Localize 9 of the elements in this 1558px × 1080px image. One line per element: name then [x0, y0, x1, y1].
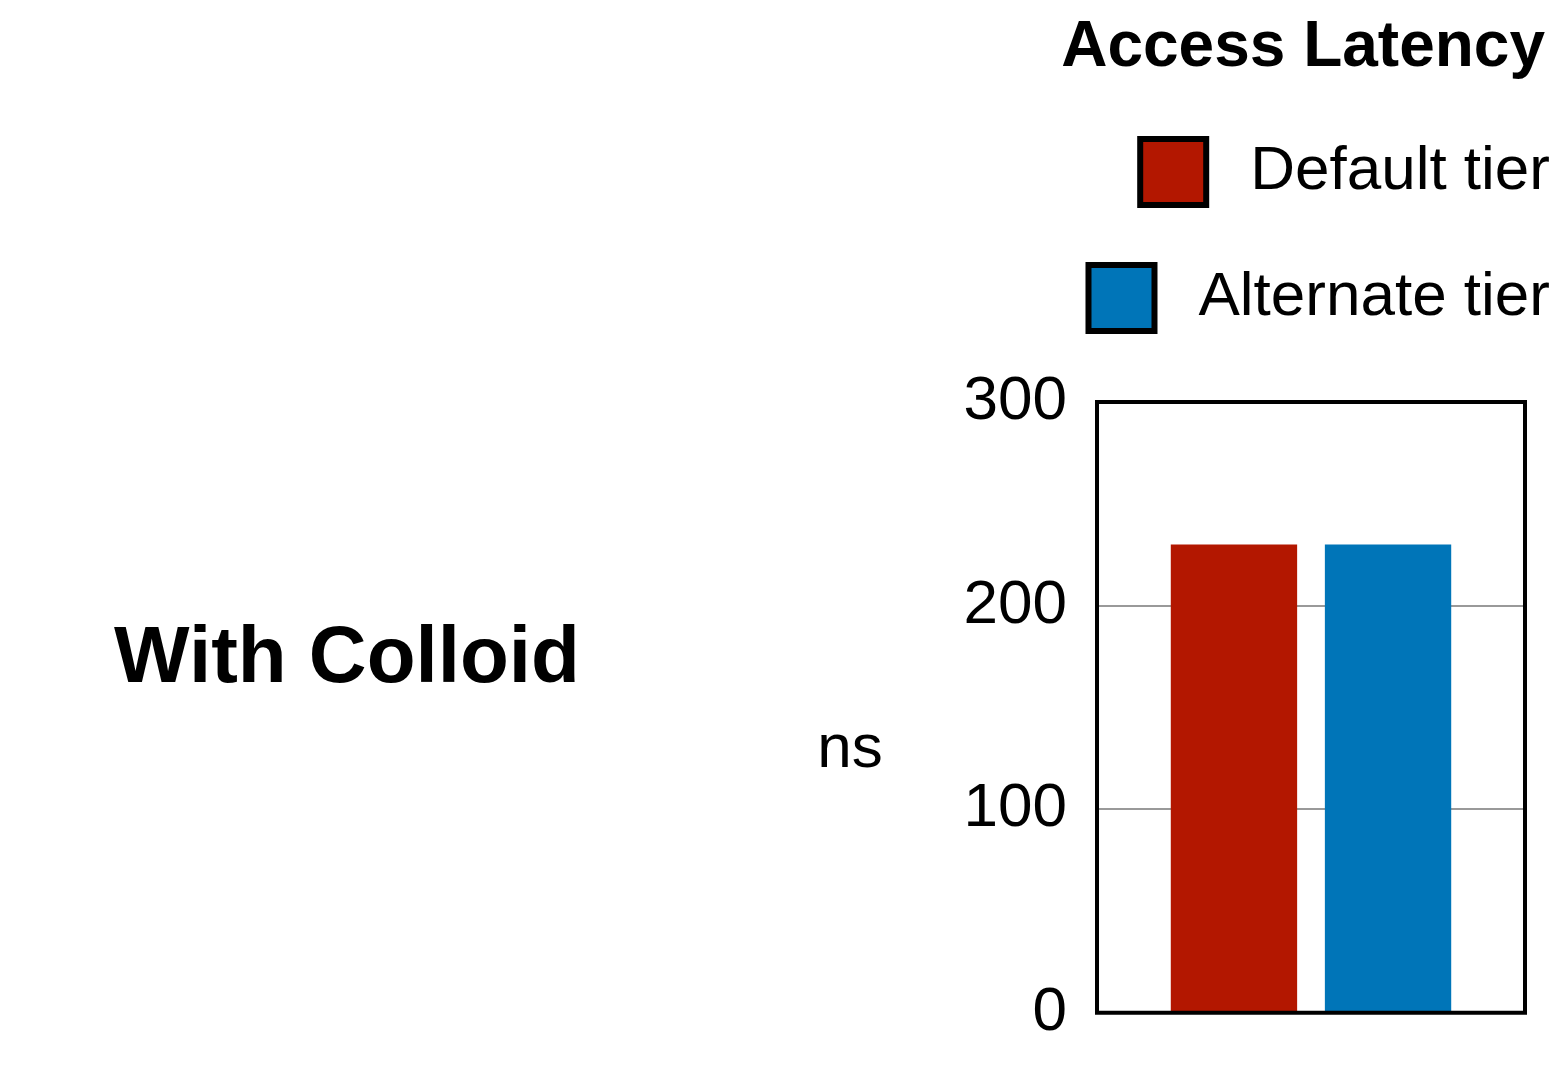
legend-label: Default tier [1250, 133, 1551, 203]
y-axis-title: ns [817, 711, 883, 781]
y-tick-label: 200 [963, 566, 1067, 636]
y-tick-label: 300 [963, 363, 1067, 433]
y-tick-label: 0 [1032, 973, 1067, 1043]
legend-label: Alternate tier [1198, 259, 1551, 329]
text: With Colloid [114, 610, 580, 700]
chart-title: Access Latency [1061, 8, 1546, 80]
y-tick-label: 100 [963, 770, 1067, 840]
